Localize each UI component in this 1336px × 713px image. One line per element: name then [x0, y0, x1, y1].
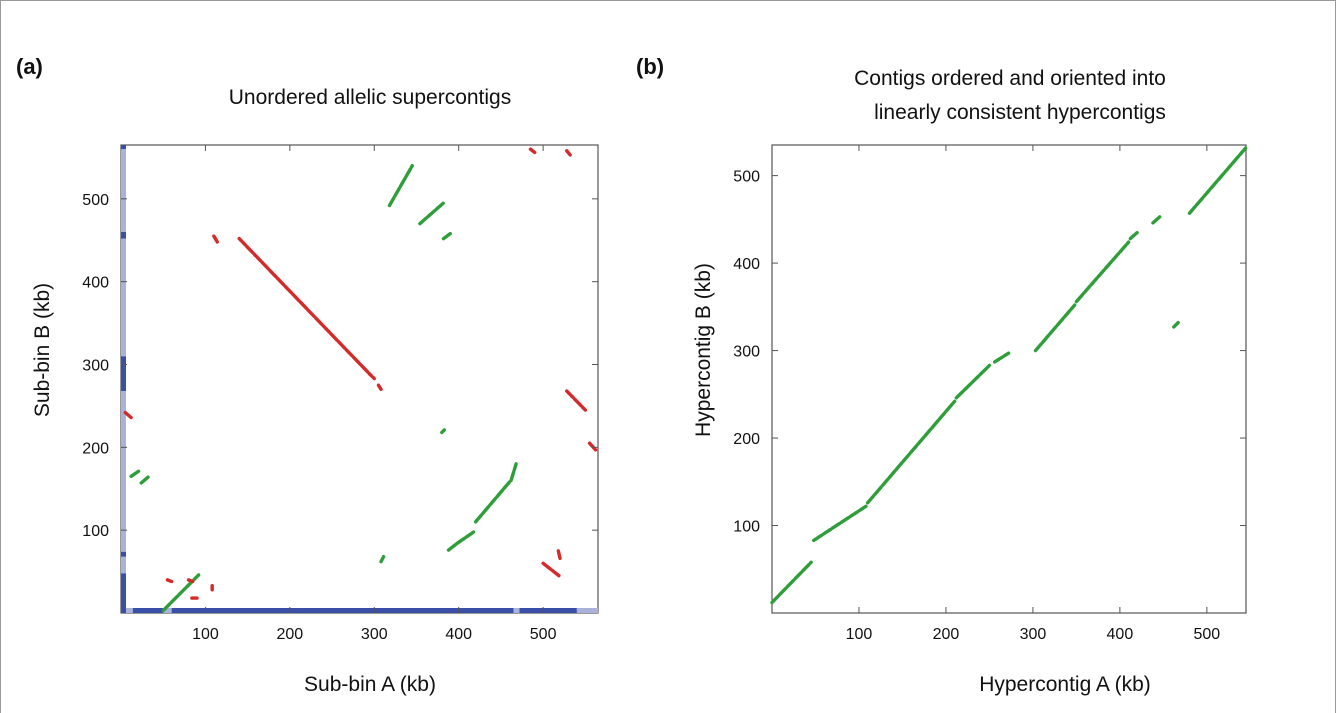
panel-a-y-bin-bar	[121, 145, 126, 150]
panel-b-forward-alignment-segment	[1128, 230, 1139, 241]
panel-a-ticks: 100 200 300 400 500 100 200 300 400 500	[82, 145, 598, 643]
panel-a-y-bin-bar	[121, 551, 126, 557]
panel-b-y-axis-label: Hypercontig B (kb)	[692, 263, 715, 437]
panel-a-x-bin-bar	[513, 608, 520, 613]
panel-a-forward-alignment-segment	[473, 480, 512, 524]
panel-a-forward-alignment-segment	[139, 475, 150, 485]
panel-b-y-tick-label: 400	[733, 256, 760, 273]
panel-b-forward-alignment-segment	[770, 560, 813, 605]
panel-b-x-tick-label: 100	[846, 626, 873, 643]
panel-b-y-tick-label: 100	[733, 519, 760, 536]
panel-b-forward-alignment-segment	[1151, 215, 1162, 225]
panel-b-x-tick-label: 200	[933, 626, 960, 643]
panel-b-forward-alignment-segment	[992, 351, 1011, 364]
panel-a-y-tick-label: 300	[82, 358, 109, 375]
panel-a-y-bin-bar	[121, 556, 126, 574]
panel-b-x-tick-label: 500	[1194, 626, 1221, 643]
panel-a-plot	[120, 144, 599, 614]
panel-a-reverse-alignment-segment	[541, 561, 562, 579]
panel-b-forward-alignment-segment	[1172, 320, 1180, 329]
panel-b-plot-frame	[771, 144, 1247, 614]
panel-b-title-line-2: linearly consistent hypercontigs	[874, 101, 1166, 124]
panel-a-y-bin-bar	[121, 238, 126, 357]
panel-a-x-bin-bar	[125, 608, 133, 613]
panel-b-forward-alignment-segment	[1187, 145, 1248, 215]
panel-a-reverse-alignment-segment	[565, 389, 588, 412]
panel-a-reverse-alignment-segment	[368, 372, 376, 381]
panel-a-plot-frame	[120, 144, 599, 614]
panel-b: (b) Contigs ordered and oriented into li…	[636, 54, 1248, 696]
panel-a-x-tick-label: 200	[276, 626, 303, 643]
panel-a-reverse-alignment-segment	[165, 578, 174, 584]
panel-a-reverse-alignment-segment	[123, 410, 133, 420]
panel-a-forward-alignment-segment	[129, 468, 142, 479]
panel-a-y-bin-bar	[121, 356, 126, 392]
panel-a-reverse-alignment-segment	[212, 234, 219, 244]
panel-a-reverse-alignment-segment	[237, 236, 372, 377]
panel-a-forward-alignment-segment	[509, 462, 518, 483]
panel-a-x-tick-label: 500	[530, 626, 557, 643]
panel-b-forward-alignment-segment	[865, 399, 957, 505]
panel-b-forward-alignment-segment	[954, 363, 992, 400]
panel-b-plot	[770, 144, 1248, 614]
panel-a-y-bin-bar	[121, 231, 126, 239]
panel-a-forward-alignment-segment	[446, 541, 459, 552]
panel-a-x-bin-bar	[576, 608, 598, 613]
panel-a-x-tick-label: 100	[192, 626, 219, 643]
panel-a-x-bin-bar	[132, 608, 164, 613]
panel-b-x-tick-label: 400	[1107, 626, 1134, 643]
panel-a-y-tick-label: 500	[82, 192, 109, 209]
panel-b-ticks: 100 200 300 400 500 100 200 300 400 500	[733, 145, 1246, 643]
panel-a-x-axis-label: Sub-bin A (kb)	[304, 673, 436, 696]
panel-b-x-axis-label: Hypercontig A (kb)	[979, 673, 1151, 696]
panel-a-reverse-alignment-segment	[556, 549, 562, 561]
panel-a-title: Unordered allelic supercontigs	[229, 86, 512, 109]
panel-a-x-tick-label: 300	[361, 626, 388, 643]
panel-b-title-line-1: Contigs ordered and oriented into	[854, 67, 1166, 90]
panel-a-y-tick-label: 400	[82, 275, 109, 292]
panel-a-reverse-alignment-segment	[565, 149, 572, 157]
panel-a-reverse-alignment-segment	[376, 383, 383, 392]
panel-b-y-tick-label: 200	[733, 431, 760, 448]
panel-b-forward-alignment-segment	[812, 504, 868, 543]
panel-a-x-tick-label: 400	[445, 626, 472, 643]
panel-a-x-bin-bar	[163, 608, 172, 613]
panel-a-reverse-alignment-segment	[186, 578, 195, 584]
panel-a-x-bin-bar	[171, 608, 514, 613]
panel-a-forward-alignment-segment	[440, 428, 447, 435]
panel-a-forward-alignment-segment	[455, 530, 476, 546]
panel-b-y-tick-label: 300	[733, 344, 760, 361]
panel-a-y-bin-bar	[121, 391, 126, 552]
panel-a-forward-alignment-segment	[379, 554, 386, 564]
panel-b-x-tick-label: 300	[1020, 626, 1047, 643]
panel-a-y-axis-label: Sub-bin B (kb)	[31, 283, 54, 417]
panel-a-reverse-alignment-segment	[528, 147, 537, 155]
panel-b-label: (b)	[636, 54, 664, 79]
panel-a-y-tick-label: 100	[82, 523, 109, 540]
panel-a-label: (a)	[16, 54, 43, 79]
panel-a-forward-alignment-segment	[441, 231, 452, 241]
panel-a: (a) Unordered allelic supercontigs 100 20…	[16, 54, 599, 696]
panel-b-y-tick-label: 500	[733, 169, 760, 186]
panel-a-y-tick-label: 200	[82, 440, 109, 457]
panel-b-forward-alignment-segment	[1033, 303, 1077, 353]
panel-a-y-bin-bar	[121, 573, 126, 613]
panel-a-y-bin-bar	[121, 149, 126, 232]
panel-a-forward-alignment-segment	[387, 164, 414, 208]
panel-a-forward-alignment-segment	[418, 201, 446, 226]
panel-b-forward-alignment-segment	[1074, 240, 1131, 304]
panel-a-x-bin-bar	[519, 608, 577, 613]
